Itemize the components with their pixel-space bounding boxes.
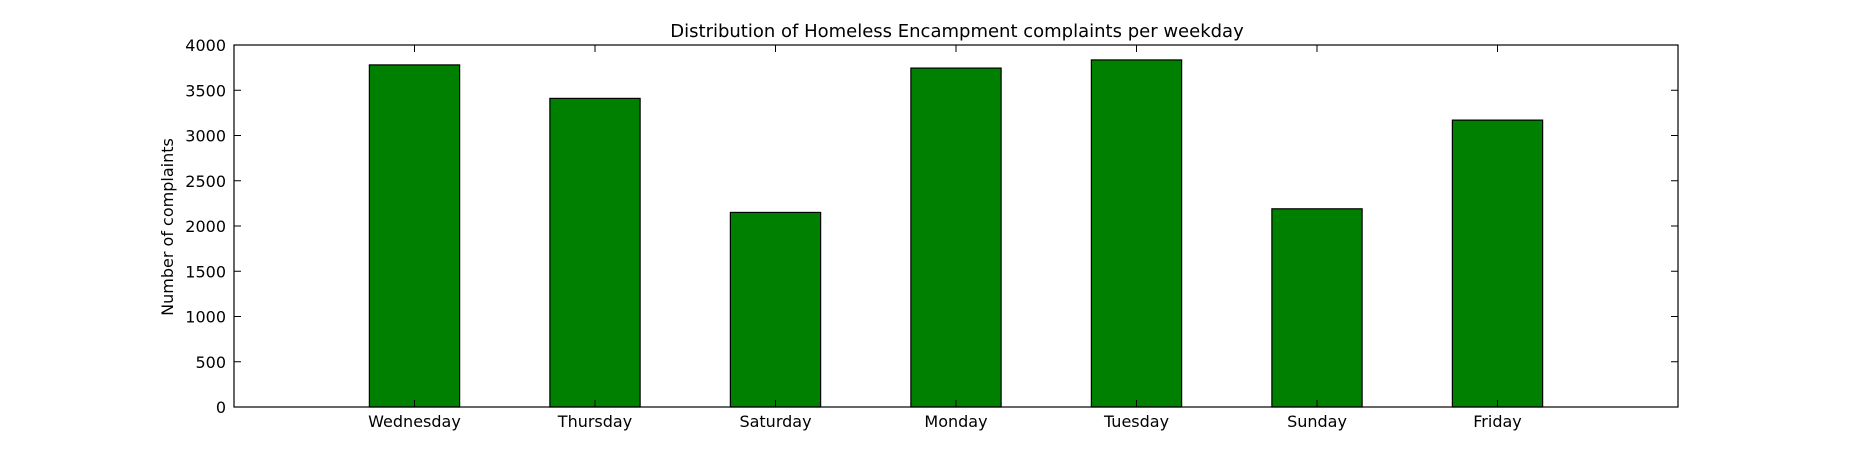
- plot-frame: [233, 44, 1679, 408]
- y-tick-label: 0: [216, 398, 226, 417]
- chart-title: Distribution of Homeless Encampment comp…: [670, 21, 1244, 42]
- bar-tuesday: [1090, 59, 1183, 408]
- bar-friday: [1451, 119, 1544, 408]
- y-tick-label: 3500: [185, 81, 226, 100]
- bar-thursday: [549, 97, 641, 408]
- y-tick-label: 2500: [185, 172, 226, 191]
- y-axis-label: Number of complaints: [158, 138, 177, 316]
- x-tick-label-saturday: Saturday: [739, 412, 811, 431]
- y-tick-label: 500: [195, 353, 226, 372]
- x-tick-label-sunday: Sunday: [1287, 412, 1347, 431]
- x-tick-label-monday: Monday: [924, 412, 987, 431]
- y-tick-label: 3000: [185, 127, 226, 146]
- y-ticks-group: 0 500 1000 1500 2000 2500 3000 3500 4000: [185, 36, 1678, 417]
- x-tick-label-friday: Friday: [1473, 412, 1522, 431]
- bar-sunday: [1271, 208, 1363, 408]
- y-tick-label: 1000: [185, 308, 226, 327]
- bar-saturday: [729, 211, 822, 408]
- bars-group: [368, 59, 1544, 408]
- y-tick-label: 2000: [185, 217, 226, 236]
- x-tick-label-wednesday: Wednesday: [368, 412, 461, 431]
- x-ticks-group: Wednesday Thursday Saturday Monday Tuesday Su…: [368, 45, 1522, 431]
- bar-wednesday: [368, 64, 461, 408]
- x-tick-label-thursday: Thursday: [557, 412, 632, 431]
- x-tick-label-tuesday: Tuesday: [1103, 412, 1169, 431]
- bar-monday: [910, 67, 1002, 408]
- y-tick-label: 4000: [185, 36, 226, 55]
- y-tick-label: 1500: [185, 262, 226, 281]
